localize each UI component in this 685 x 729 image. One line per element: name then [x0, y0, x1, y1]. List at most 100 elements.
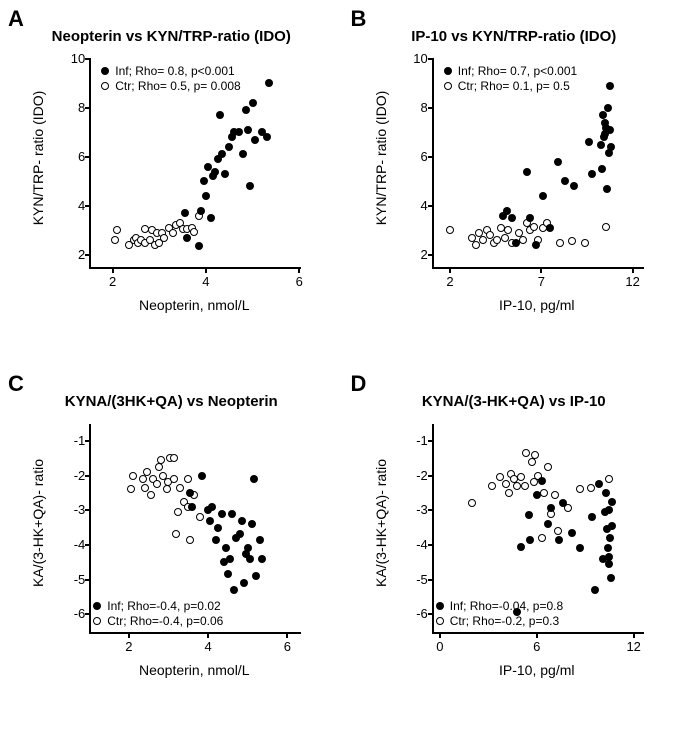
data-point-inf	[225, 143, 233, 151]
y-tick-label: -2	[404, 468, 428, 483]
data-point-ctr	[170, 475, 178, 483]
x-tick-label: 12	[625, 274, 639, 289]
data-point-ctr	[605, 475, 613, 483]
x-axis-label: IP-10, pg/ml	[432, 297, 642, 313]
data-point-ctr	[544, 463, 552, 471]
legend-text: Ctr; Rho=-0.4, p=0.06	[107, 614, 223, 628]
x-tick-label: 6	[296, 274, 303, 289]
data-point-inf	[538, 477, 546, 485]
data-point-inf	[585, 138, 593, 146]
data-point-inf	[539, 192, 547, 200]
legend-text: Ctr; Rho= 0.1, p= 0.5	[458, 79, 570, 93]
y-tick-mark	[85, 254, 91, 256]
legend-marker-open-icon	[93, 617, 101, 625]
y-tick-label: 10	[61, 51, 85, 66]
data-point-ctr	[522, 449, 530, 457]
data-point-ctr	[519, 236, 527, 244]
x-axis-label: Neopterin, nmol/L	[89, 662, 299, 678]
data-point-ctr	[502, 480, 510, 488]
data-point-ctr	[551, 491, 559, 499]
legend-text: Inf; Rho= 0.7, p<0.001	[458, 64, 577, 78]
data-point-inf	[197, 207, 205, 215]
x-tick-mark	[449, 267, 451, 273]
data-point-inf	[222, 544, 230, 552]
data-point-inf	[605, 506, 613, 514]
data-point-inf	[183, 234, 191, 242]
data-point-inf	[250, 475, 258, 483]
y-tick-label: 8	[61, 100, 85, 115]
legend-marker-filled-icon	[436, 602, 444, 610]
data-point-inf	[200, 177, 208, 185]
x-tick-label: 4	[202, 274, 209, 289]
x-tick-mark	[205, 267, 207, 273]
y-tick-mark	[428, 205, 434, 207]
legend-row-inf: Inf; Rho= 0.8, p<0.001	[101, 64, 240, 78]
data-point-inf	[608, 498, 616, 506]
data-point-ctr	[139, 475, 147, 483]
data-point-ctr	[157, 456, 165, 464]
data-point-inf	[252, 572, 260, 580]
data-point-ctr	[184, 475, 192, 483]
legend-row-inf: Inf; Rho= 0.7, p<0.001	[444, 64, 577, 78]
data-point-inf	[532, 241, 540, 249]
legend-text: Ctr; Rho= 0.5, p= 0.008	[115, 79, 240, 93]
legend-row-inf: Inf; Rho=-0.04, p=0.8	[436, 599, 563, 613]
data-point-inf	[211, 168, 219, 176]
y-tick-mark	[85, 579, 91, 581]
x-tick-label: 6	[533, 639, 540, 654]
y-tick-mark	[428, 475, 434, 477]
y-tick-mark	[428, 613, 434, 615]
data-point-ctr	[581, 239, 589, 247]
legend-marker-open-icon	[436, 617, 444, 625]
panel-title: Neopterin vs KYN/TRP-ratio (IDO)	[10, 28, 333, 45]
x-axis-label: Neopterin, nmol/L	[89, 297, 299, 313]
y-tick-mark	[428, 254, 434, 256]
x-tick-mark	[540, 267, 542, 273]
data-point-inf	[526, 536, 534, 544]
y-tick-mark	[428, 579, 434, 581]
legend-text: Inf; Rho=-0.4, p=0.02	[107, 599, 220, 613]
data-point-inf	[546, 224, 554, 232]
data-point-ctr	[129, 472, 137, 480]
data-point-ctr	[163, 485, 171, 493]
data-point-inf	[555, 536, 563, 544]
y-tick-label: 4	[61, 198, 85, 213]
data-point-ctr	[530, 223, 538, 231]
data-point-inf	[202, 192, 210, 200]
data-point-inf	[228, 510, 236, 518]
data-point-inf	[188, 503, 196, 511]
panel-title: KYNA/(3HK+QA) vs Neopterin	[10, 393, 333, 410]
data-point-ctr	[127, 485, 135, 493]
y-tick-mark	[85, 107, 91, 109]
y-tick-label: 8	[404, 100, 428, 115]
data-point-inf	[263, 133, 271, 141]
data-point-inf	[230, 586, 238, 594]
data-point-inf	[246, 555, 254, 563]
y-tick-label: 2	[61, 247, 85, 262]
data-point-inf	[224, 570, 232, 578]
y-tick-label: 10	[404, 51, 428, 66]
data-point-inf	[544, 520, 552, 528]
data-point-ctr	[576, 485, 584, 493]
data-point-inf	[226, 555, 234, 563]
x-tick-mark	[286, 632, 288, 638]
data-point-ctr	[540, 489, 548, 497]
legend-row-ctr: Ctr; Rho=-0.2, p=0.3	[436, 614, 563, 628]
data-point-inf	[218, 510, 226, 518]
data-point-inf	[216, 111, 224, 119]
data-point-ctr	[602, 223, 610, 231]
data-point-ctr	[517, 473, 525, 481]
x-tick-label: 12	[626, 639, 640, 654]
data-point-inf	[570, 182, 578, 190]
x-tick-mark	[112, 267, 114, 273]
x-tick-mark	[298, 267, 300, 273]
data-point-inf	[238, 517, 246, 525]
data-point-inf	[607, 574, 615, 582]
data-point-ctr	[186, 536, 194, 544]
data-point-inf	[195, 242, 203, 250]
legend-marker-open-icon	[101, 82, 109, 90]
x-tick-mark	[207, 632, 209, 638]
y-tick-mark	[428, 58, 434, 60]
y-tick-label: -1	[61, 433, 85, 448]
x-tick-label: 7	[538, 274, 545, 289]
